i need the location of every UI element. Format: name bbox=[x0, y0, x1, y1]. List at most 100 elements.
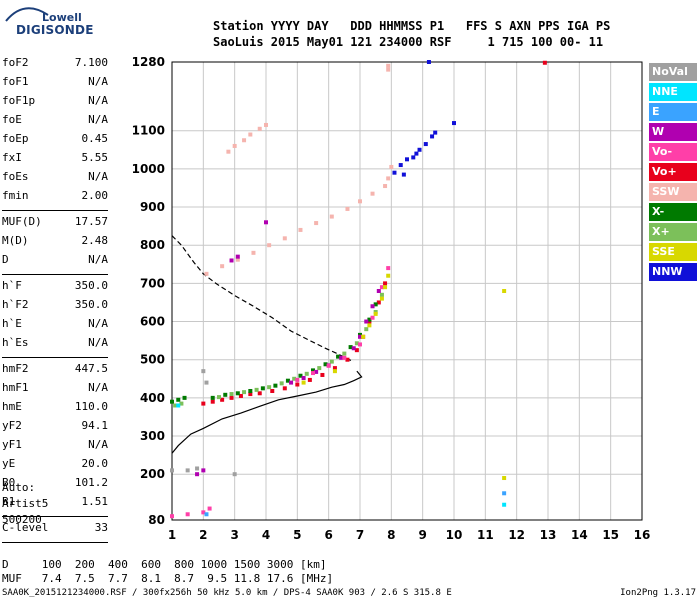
echo-point-vo+ bbox=[332, 366, 337, 371]
echo-point-ssw bbox=[386, 67, 391, 72]
param-value: N/A bbox=[88, 113, 108, 126]
echo-point-vo+ bbox=[229, 395, 234, 400]
muf-table-distance: D 100 200 400 600 800 1000 1500 3000 [km… bbox=[2, 558, 327, 571]
x-tick-label: 12 bbox=[508, 528, 525, 542]
profile-line-solid bbox=[171, 370, 363, 454]
echo-point-nnw bbox=[417, 147, 422, 152]
param-separator bbox=[2, 542, 108, 547]
echo-point-w bbox=[289, 380, 294, 385]
legend-item: X- bbox=[649, 203, 697, 221]
echo-point-vo+ bbox=[354, 348, 359, 353]
echo-point-ssw bbox=[267, 243, 272, 248]
param-name: C-level bbox=[2, 521, 49, 534]
param-value: 2.48 bbox=[81, 234, 109, 247]
echo-point-vo+ bbox=[320, 372, 325, 377]
echo-point-x- bbox=[367, 317, 372, 322]
echo-point-x+ bbox=[179, 401, 184, 406]
param-name: foE bbox=[2, 113, 22, 126]
echo-point-x+ bbox=[342, 351, 347, 356]
echo-point-sse bbox=[373, 311, 378, 316]
echo-point-ssw bbox=[264, 122, 268, 127]
legend-item: NNW bbox=[649, 263, 697, 281]
y-tick-label: 1100 bbox=[132, 124, 165, 138]
echo-point-ssw bbox=[248, 132, 253, 137]
echo-point-vo+ bbox=[542, 60, 547, 65]
param-value: 101.2 bbox=[74, 476, 108, 489]
echo-point-ssw bbox=[383, 184, 388, 189]
echo-point-ssw bbox=[329, 214, 334, 219]
echo-point-vo+ bbox=[238, 393, 243, 398]
param-name: h`E bbox=[2, 317, 22, 330]
header-line1: Station YYYY DAY DDD HHMMSS P1 FFS S AXN… bbox=[213, 19, 611, 33]
param-value: N/A bbox=[88, 381, 108, 394]
echo-point-nnw bbox=[398, 163, 403, 168]
footer-info: SAA0K_2015121234000.RSF / 300fx256h 50 k… bbox=[2, 588, 452, 598]
legend-item: Vo- bbox=[649, 143, 697, 161]
param-row: foF1 N/A bbox=[2, 75, 108, 94]
param-row: foEp 0.45 bbox=[2, 132, 108, 151]
echo-point-nnw bbox=[405, 157, 409, 162]
x-tick-label: 2 bbox=[199, 528, 207, 542]
param-name: B1 bbox=[2, 495, 16, 508]
echo-point-x- bbox=[336, 354, 341, 359]
echo-point-noval bbox=[201, 369, 206, 374]
param-value: 2.00 bbox=[81, 189, 109, 202]
echo-point-w bbox=[235, 254, 240, 259]
echo-point-vo- bbox=[311, 371, 315, 376]
echo-point-x- bbox=[176, 397, 181, 402]
parameter-list: foF2 7.100 foF1 N/A foF1p N/A foE N/A foEp 0.45 fx… bbox=[2, 56, 108, 547]
echo-point-w bbox=[370, 304, 375, 309]
echo-point-vo+ bbox=[345, 357, 350, 362]
x-tick-label: 9 bbox=[418, 528, 426, 542]
echo-point-x- bbox=[248, 388, 253, 393]
echo-point-w bbox=[358, 334, 362, 339]
autoscaling-info: Auto: Artist5 500200 bbox=[2, 480, 48, 528]
param-row: h`E N/A bbox=[2, 317, 108, 336]
echo-point-ssw bbox=[235, 257, 240, 262]
echo-point-vo- bbox=[207, 506, 212, 511]
y-tick-label: 300 bbox=[140, 429, 165, 443]
x-tick-label: 14 bbox=[571, 528, 588, 542]
echo-point-vo- bbox=[185, 512, 190, 517]
echo-point-sse bbox=[502, 289, 507, 293]
echo-point-vo- bbox=[342, 355, 347, 360]
echo-point-x- bbox=[210, 395, 215, 400]
echo-point-x- bbox=[273, 383, 278, 388]
param-name: foF2 bbox=[2, 56, 29, 69]
echo-point-ssw bbox=[345, 206, 350, 211]
param-name: B0 bbox=[2, 476, 16, 489]
param-value: 1.51 bbox=[81, 495, 109, 508]
echo-point-vo- bbox=[379, 285, 384, 290]
echo-point-w bbox=[195, 472, 200, 477]
param-separator bbox=[2, 274, 108, 279]
header-line2: SaoLuis 2015 May01 121 234000 RSF 1 715 … bbox=[213, 35, 604, 49]
echo-point-vo- bbox=[370, 315, 375, 320]
param-value: 20.0 bbox=[81, 457, 109, 470]
echo-point-ssw bbox=[232, 143, 237, 148]
logo-arc bbox=[5, 7, 49, 22]
param-value: 5.55 bbox=[81, 151, 109, 164]
echo-point-x+ bbox=[254, 387, 259, 392]
y-tick-label: 200 bbox=[140, 467, 165, 481]
echo-point-ssw bbox=[298, 227, 303, 232]
y-tick-label: 1000 bbox=[132, 162, 165, 176]
echo-point-ssw bbox=[220, 264, 225, 269]
echo-point-ssw bbox=[257, 126, 262, 131]
auto-artist: Artist5 bbox=[2, 497, 49, 510]
param-value: N/A bbox=[88, 317, 108, 330]
echo-point-vo+ bbox=[307, 377, 312, 382]
echo-point-nnw bbox=[392, 170, 397, 175]
legend-item: SSW bbox=[649, 183, 697, 201]
echo-point-ssw bbox=[389, 164, 394, 169]
echo-point-ssw bbox=[282, 236, 287, 241]
y-tick-label: 80 bbox=[148, 513, 165, 527]
echo-point-nnw bbox=[423, 142, 428, 147]
echo-point-x+ bbox=[354, 341, 359, 346]
x-tick-label: 13 bbox=[540, 528, 557, 542]
y-tick-label: 1280 bbox=[132, 55, 165, 69]
param-name: h`Es bbox=[2, 336, 29, 349]
echo-point-vo+ bbox=[257, 391, 262, 396]
y-tick-label: 800 bbox=[140, 238, 165, 252]
echo-point-e bbox=[502, 491, 507, 496]
echo-point-vo- bbox=[358, 342, 362, 347]
